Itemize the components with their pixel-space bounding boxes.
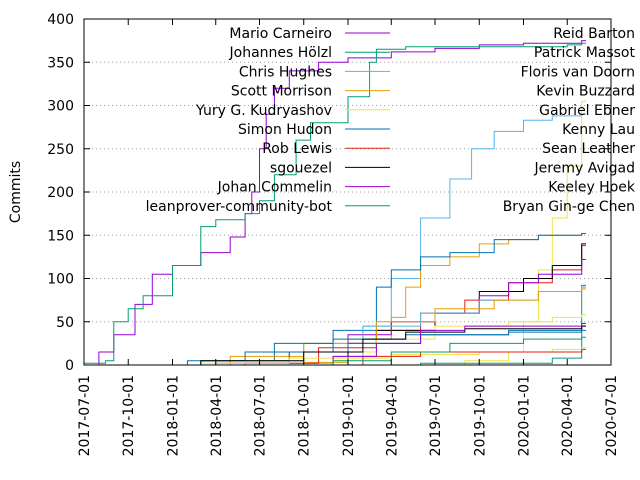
series-line: [84, 42, 586, 364]
x-tick-label: 2019-04-01: [384, 375, 400, 456]
series-line: [303, 348, 586, 366]
x-tick-label: 2020-04-01: [560, 375, 576, 456]
series-line: [84, 314, 586, 366]
axes: 0 50 100 150 200 250 300 350 400 2017-07-01 2017-1…: [47, 12, 620, 456]
x-tick-label: 2017-10-01: [121, 375, 137, 456]
y-tick-label: 50: [56, 315, 74, 331]
series-line: [84, 284, 586, 366]
legend-label: Reid Barton: [553, 26, 635, 42]
legend-label: Jeremy Avigad: [534, 160, 635, 176]
series-line: [84, 259, 586, 366]
legend-label: Bryan Gin-ge Chen: [503, 199, 635, 215]
x-tick-label: 2020-01-01: [516, 375, 532, 456]
series-line: [84, 288, 586, 366]
legend-label: Keeley Hoek: [548, 180, 636, 196]
legend-label: Gabriel Ebner: [539, 103, 635, 119]
series-line: [84, 233, 586, 366]
x-tick-label: 2018-04-01: [209, 375, 225, 456]
x-tick-label: 2018-10-01: [297, 375, 313, 456]
series-line: [84, 233, 586, 366]
y-tick-label: 350: [47, 55, 74, 71]
x-tick-label: 2018-07-01: [253, 375, 269, 456]
y-tick-label: 150: [47, 228, 74, 244]
y-tick-label: 200: [47, 185, 74, 201]
legend-label: Kenny Lau: [562, 122, 635, 138]
legend-label: sgouezel: [270, 160, 332, 176]
y-tick-label: 0: [65, 358, 74, 374]
legend: Mario Carneiro Johannes Hölzl Chris Hughes…: [146, 26, 636, 215]
legend-label: Floris van Doorn: [521, 64, 635, 80]
y-tick-label: 250: [47, 142, 74, 158]
series-line: [95, 40, 586, 366]
legend-label: Johan Commelin: [217, 180, 332, 196]
series-line: [84, 245, 586, 366]
series-line: [84, 325, 586, 366]
y-tick-label: 400: [47, 12, 74, 28]
series-line: [245, 336, 586, 366]
legend-label: Chris Hughes: [239, 64, 332, 80]
series-line: [303, 243, 586, 366]
legend-label: Simon Hudon: [238, 122, 332, 138]
y-axis-title: Commits: [8, 161, 24, 223]
legend-label: Scott Morrison: [231, 84, 332, 100]
x-tick-label: 2018-01-01: [165, 375, 181, 456]
series-line: [289, 323, 586, 366]
y-tick-label: 300: [47, 99, 74, 115]
x-tick-label: 2019-01-01: [341, 375, 357, 456]
legend-label: Yury G. Kudryashov: [195, 103, 332, 119]
x-tick-label: 2017-07-01: [77, 375, 93, 456]
legend-label: Mario Carneiro: [229, 26, 332, 42]
series-lines: [84, 40, 586, 366]
legend-label: leanprover-community-bot: [146, 199, 333, 215]
y-tick-label: 100: [47, 272, 74, 288]
x-tick-label: 2019-10-01: [472, 375, 488, 456]
legend-label: Kevin Buzzard: [536, 84, 635, 100]
legend-label: Rob Lewis: [262, 141, 332, 157]
legend-label: Sean Leather: [542, 141, 635, 157]
x-tick-label: 2019-07-01: [428, 375, 444, 456]
legend-label: Patrick Massot: [534, 45, 636, 61]
x-tick-label: 2020-07-01: [604, 375, 620, 456]
legend-label: Johannes Hölzl: [229, 45, 332, 61]
